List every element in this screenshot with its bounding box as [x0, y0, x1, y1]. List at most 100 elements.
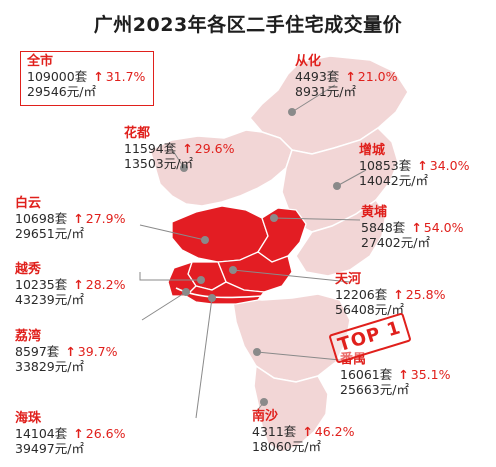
district-volume-row: 4311套 ↑ 46.2%: [252, 424, 355, 439]
district-price: 33829元/㎡: [15, 359, 84, 374]
district-volume: 10235套: [15, 277, 68, 292]
citywide-volume: 109000套: [27, 69, 88, 84]
up-arrow-icon: ↑: [65, 344, 76, 359]
region-east-strip: [295, 198, 387, 277]
leader-huadu: [169, 145, 185, 169]
district-volume: 8597套: [15, 344, 60, 359]
dot-nansha: [260, 398, 268, 406]
up-arrow-icon: ↑: [93, 69, 104, 84]
district-volume: 4493套: [295, 69, 340, 84]
leader-haizhu: [195, 297, 213, 419]
district-volume-row: 5848套 ↑ 54.0%: [361, 220, 464, 235]
map-title: 广州2023年各区二手住宅成交量价: [93, 14, 403, 36]
leader-tianhe: [232, 269, 351, 283]
district-change: 54.0%: [423, 220, 464, 235]
district-name: 白云: [15, 196, 42, 211]
leader-zengcheng: [336, 169, 367, 187]
district-label-baiyun: 白云 10698套 ↑ 27.9% 29651元/㎡: [15, 196, 125, 241]
up-arrow-icon: ↑: [73, 426, 84, 441]
district-volume: 4311套: [252, 424, 297, 439]
district-volume-row: 8597套 ↑ 39.7%: [15, 344, 118, 359]
leader-panyu: [256, 351, 341, 361]
citywide-price: 29546元/㎡: [27, 84, 96, 99]
district-volume-row: 11594套 ↑ 29.6%: [124, 141, 234, 156]
up-arrow-icon: ↑: [302, 424, 313, 439]
dot-yuexiu: [197, 276, 205, 284]
leader-lines: [139, 84, 367, 419]
district-price: 56408元/㎡: [335, 302, 404, 317]
district-volume-row: 16061套 ↑ 35.1%: [340, 367, 450, 382]
district-change: 25.8%: [405, 287, 446, 302]
up-arrow-icon: ↑: [411, 220, 422, 235]
leader-baiyun: [139, 224, 206, 241]
district-name: 黄埔: [361, 205, 388, 220]
district-label-haizhu: 海珠 14104套 ↑ 26.6% 39497元/㎡: [15, 411, 125, 456]
citywide-volume-row: 109000套 ↑ 31.7%: [27, 69, 153, 84]
dot-liwan: [182, 288, 190, 296]
dot-conghua: [288, 108, 296, 116]
dot-baiyun: [201, 236, 209, 244]
district-price: 29651元/㎡: [15, 226, 84, 241]
district-price: 8931元/㎡: [295, 84, 357, 99]
district-change: 39.7%: [77, 344, 118, 359]
district-volume-row: 10853套 ↑ 34.0%: [359, 158, 469, 173]
district-name: 天河: [335, 272, 362, 287]
citywide-name: 全市: [27, 54, 54, 69]
district-change: 46.2%: [314, 424, 355, 439]
region-nansha: [253, 364, 329, 453]
dot-huadu: [180, 164, 188, 172]
up-arrow-icon: ↑: [182, 141, 193, 156]
region-huadu: [149, 129, 293, 207]
district-change: 27.9%: [85, 211, 126, 226]
dot-huangpu: [270, 214, 278, 222]
district-name: 越秀: [15, 262, 42, 277]
district-price: 27402元/㎡: [361, 235, 430, 250]
district-name: 从化: [295, 54, 322, 69]
dot-zengcheng: [333, 182, 341, 190]
region-panyu: [231, 293, 351, 383]
leader-liwan: [141, 291, 187, 321]
district-volume-row: 10698套 ↑ 27.9%: [15, 211, 125, 226]
district-label-nansha: 南沙 4311套 ↑ 46.2% 18060元/㎡: [252, 409, 355, 454]
district-price: 43239元/㎡: [15, 292, 84, 307]
district-price: 25663元/㎡: [340, 382, 409, 397]
leader-huangpu: [273, 217, 361, 221]
up-arrow-icon: ↑: [393, 287, 404, 302]
district-volume: 16061套: [340, 367, 393, 382]
district-volume: 14104套: [15, 426, 68, 441]
district-change: 28.2%: [85, 277, 126, 292]
up-arrow-icon: ↑: [73, 277, 84, 292]
district-name: 花都: [124, 126, 151, 141]
district-label-zengcheng: 增城 10853套 ↑ 34.0% 14042元/㎡: [359, 143, 469, 188]
dot-haizhu: [208, 294, 216, 302]
district-volume-row: 12206套 ↑ 25.8%: [335, 287, 445, 302]
district-volume-row: 10235套 ↑ 28.2%: [15, 277, 125, 292]
district-label-huadu: 花都 11594套 ↑ 29.6% 13503元/㎡: [124, 126, 234, 171]
district-volume: 12206套: [335, 287, 388, 302]
region-huangpu: [257, 207, 307, 263]
up-arrow-icon: ↑: [345, 69, 356, 84]
district-change: 26.6%: [85, 426, 126, 441]
district-change: 34.0%: [429, 158, 470, 173]
district-name: 番禺: [340, 352, 367, 367]
district-volume: 11594套: [124, 141, 177, 156]
district-change: 29.6%: [194, 141, 235, 156]
district-label-liwan: 荔湾 8597套 ↑ 39.7% 33829元/㎡: [15, 329, 118, 374]
district-volume: 10853套: [359, 158, 412, 173]
up-arrow-icon: ↑: [398, 367, 409, 382]
district-name: 南沙: [252, 409, 279, 424]
district-price: 18060元/㎡: [252, 439, 321, 454]
district-name: 海珠: [15, 411, 42, 426]
district-label-tianhe: 天河 12206套 ↑ 25.8% 56408元/㎡: [335, 272, 445, 317]
district-volume-row: 4493套 ↑ 21.0%: [295, 69, 398, 84]
district-label-conghua: 从化 4493套 ↑ 21.0% 8931元/㎡: [295, 54, 398, 99]
up-arrow-icon: ↑: [73, 211, 84, 226]
district-change: 21.0%: [357, 69, 398, 84]
district-volume-row: 14104套 ↑ 26.6%: [15, 426, 125, 441]
district-price: 14042元/㎡: [359, 173, 428, 188]
district-volume: 5848套: [361, 220, 406, 235]
dot-panyu: [253, 348, 261, 356]
district-name: 增城: [359, 143, 386, 158]
district-change: 35.1%: [410, 367, 451, 382]
